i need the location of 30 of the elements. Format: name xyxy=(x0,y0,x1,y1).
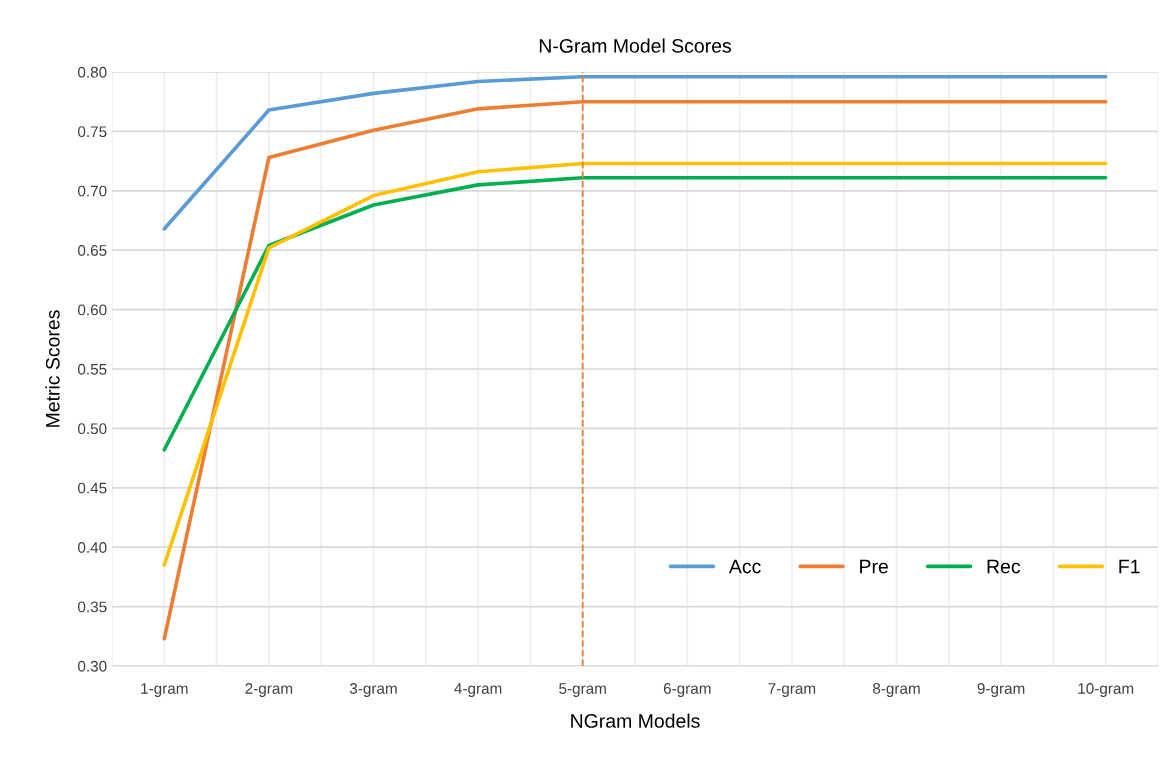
x-tick-label: 10-gram xyxy=(1078,683,1134,697)
x-tick-label: 4-gram xyxy=(454,683,502,697)
x-tick-label: 6-gram xyxy=(663,683,711,697)
x-tick-label: 9-gram xyxy=(977,683,1025,697)
y-tick-label: 0.80 xyxy=(78,66,107,78)
legend-label: Rec xyxy=(987,559,1021,574)
y-tick-label: 0.60 xyxy=(78,304,107,316)
y-tick-label: 0.70 xyxy=(78,185,107,197)
y-tick-label: 0.45 xyxy=(78,482,107,494)
y-tick-label: 0.50 xyxy=(78,423,107,435)
x-axis-title: NGram Models xyxy=(571,713,700,728)
legend-label: Acc xyxy=(728,559,761,574)
x-tick-label: 5-gram xyxy=(559,683,606,697)
y-tick-label: 0.35 xyxy=(78,601,107,613)
x-tick-label: 7-gram xyxy=(768,683,816,697)
y-tick-label: 0.30 xyxy=(78,660,107,672)
x-tick-label: 2-gram xyxy=(245,683,293,697)
line-series xyxy=(162,175,1108,452)
legend-label: Pre xyxy=(860,559,888,574)
y-tick-label: 0.65 xyxy=(78,245,107,256)
y-axis-title: Metric Scores xyxy=(45,310,60,427)
y-tick-label: 0.75 xyxy=(78,126,107,138)
y-tick-label: 0.40 xyxy=(78,542,107,553)
x-tick-label: 8-gram xyxy=(872,683,920,697)
line-series xyxy=(162,74,1108,231)
x-tick-label: 1-gram xyxy=(141,683,188,697)
legend-label: F1 xyxy=(1119,559,1140,574)
x-tick-label: 3-gram xyxy=(349,683,397,697)
y-tick-label: 0.55 xyxy=(78,363,107,375)
chart-title: N-Gram Model Scores xyxy=(539,38,732,53)
